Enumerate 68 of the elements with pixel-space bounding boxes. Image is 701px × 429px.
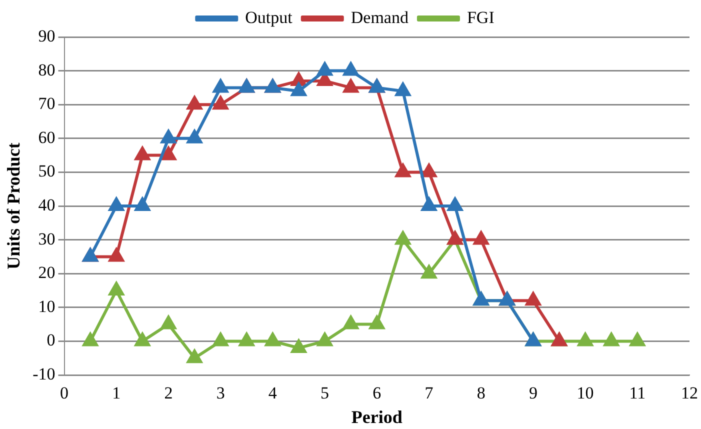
point [160,146,176,160]
point [108,282,124,296]
x-tick-label: 5 [320,384,330,403]
point [343,79,358,93]
x-tick-label: 10 [576,384,594,403]
x-tick-label: 2 [164,384,173,403]
point [134,198,150,211]
legend-label: Demand [350,8,409,27]
x-tick-label: 8 [476,384,486,403]
y-tick-label: 20 [38,263,56,282]
point [82,332,98,346]
x-tick-label: 11 [629,384,646,403]
point [421,164,437,178]
point [186,350,202,364]
x-tick-label: 12 [681,384,698,403]
point [160,316,176,330]
point [474,231,489,245]
y-tick-label: 30 [38,229,56,248]
y-tick-label: 90 [38,26,56,46]
legend-label: FGI [466,8,495,27]
point [395,164,410,178]
x-axis-title: Period [351,406,402,427]
point [395,231,410,245]
point [186,130,202,144]
point [317,62,332,76]
x-tick-label: 7 [424,384,434,403]
y-tick-label: 50 [38,162,56,181]
y-tick-label: -10 [32,364,56,384]
point [421,198,437,211]
y-tick-label: 70 [38,94,56,114]
point [265,332,280,346]
point [186,96,202,110]
point [291,339,306,353]
point [317,332,332,346]
point [526,292,541,306]
point [108,248,124,262]
y-axis-title: Units of Product [3,142,24,270]
y-tick-label: 80 [38,60,56,80]
y-tick-label: 40 [38,195,56,214]
y-tick-label: 10 [38,296,56,316]
x-tick-label: 4 [268,384,278,403]
point [134,332,150,346]
x-tick-label: 0 [60,384,69,403]
point [291,82,306,96]
point [395,82,410,96]
point [630,332,645,346]
point [213,332,228,346]
point [134,146,150,160]
y-tick-label: 0 [46,330,56,350]
x-tick-label: 9 [528,384,538,403]
point [369,316,384,330]
point [604,332,619,346]
point [160,130,176,144]
x-tick-label: 3 [216,384,225,403]
point [343,316,358,330]
point [447,198,463,211]
point [291,72,306,86]
point [239,332,254,346]
point [108,198,124,211]
y-tick-label: 60 [38,128,56,147]
point [343,62,358,76]
x-tick-label: 1 [112,384,121,403]
x-tick-label: 6 [372,384,382,403]
legend-label: Output [245,8,293,27]
point [213,96,228,110]
point [421,265,437,279]
point [213,79,228,93]
point [578,332,593,346]
